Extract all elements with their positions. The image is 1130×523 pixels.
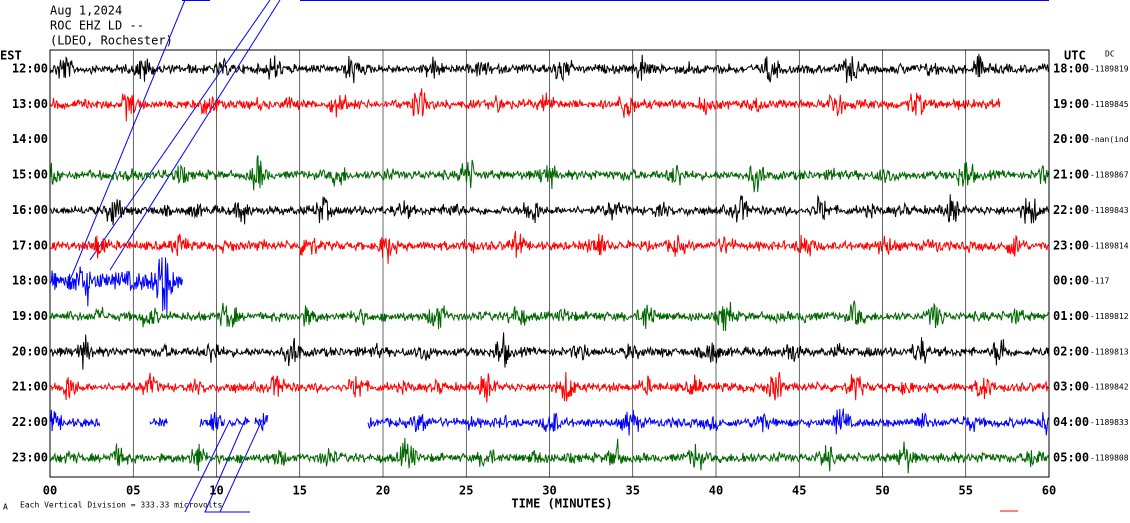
x-tick-label: 25: [459, 484, 473, 498]
x-tick-label: 15: [293, 484, 307, 498]
utc-hour-label: 02:00: [1053, 344, 1089, 358]
est-hour-label: 16:00: [12, 203, 48, 217]
est-hour-label: 21:00: [12, 380, 48, 394]
utc-hour-label: 23:00: [1053, 238, 1089, 252]
x-tick-label: 20: [376, 484, 390, 498]
utc-hour-label: 00:00: [1053, 274, 1089, 288]
est-hour-label: 22:00: [12, 415, 48, 429]
dc-value: -1189812: [1090, 312, 1129, 321]
event-line: [219, 419, 263, 513]
trace: [49, 437, 1050, 474]
trace: [254, 412, 269, 432]
trace: [49, 332, 1050, 370]
utc-hour-label: 21:00: [1053, 168, 1089, 182]
trace: [49, 300, 1050, 332]
x-tick-label: 40: [709, 484, 723, 498]
dc-label: DC: [1105, 50, 1115, 59]
trace: [49, 53, 1050, 84]
x-tick-label: 55: [959, 484, 973, 498]
est-hour-label: 20:00: [12, 344, 48, 358]
trace: [49, 88, 1001, 122]
est-hour-label: 23:00: [12, 450, 48, 464]
utc-hour-label: 20:00: [1053, 132, 1089, 146]
event-line: [204, 419, 250, 513]
footer-scale: Each Vertical Division = 333.33 microvol…: [20, 501, 222, 510]
est-hour-label: 14:00: [12, 132, 48, 146]
station: ROC EHZ LD --: [50, 19, 144, 33]
dc-value: -1189814: [1090, 241, 1129, 250]
dc-value: -1189842: [1090, 383, 1129, 392]
est-hour-label: 12:00: [12, 62, 48, 76]
x-tick-label: 45: [792, 484, 806, 498]
est-hour-label: 13:00: [12, 97, 48, 111]
x-tick-label: 50: [875, 484, 889, 498]
dc-value: -1189808: [1090, 453, 1129, 462]
x-axis-label: TIME (MINUTES): [511, 497, 612, 511]
est-hour-label: 17:00: [12, 238, 48, 252]
event-line: [109, 0, 281, 271]
trace: [367, 408, 1049, 436]
utc-hour-label: 01:00: [1053, 309, 1089, 323]
trace: [49, 409, 101, 432]
dc-value: -1189813: [1090, 347, 1129, 356]
utc-hour-label: 22:00: [1053, 203, 1089, 217]
est-hour-label: 19:00: [12, 309, 48, 323]
est-hour-label: 18:00: [12, 274, 48, 288]
dc-value: -nan(ind: [1090, 135, 1129, 144]
dc-value: -1189867: [1090, 171, 1129, 180]
event-line: [89, 0, 271, 261]
date: Aug 1,2024: [50, 4, 122, 18]
x-tick-label: 60: [1042, 484, 1056, 498]
utc-hour-label: 03:00: [1053, 380, 1089, 394]
right-axis-label: UTC: [1064, 49, 1086, 63]
est-hour-label: 15:00: [12, 168, 48, 182]
footer-mark: A: [3, 503, 8, 512]
utc-hour-label: 05:00: [1053, 450, 1089, 464]
event-line: [184, 419, 231, 513]
trace: [149, 416, 168, 427]
left-axis-label: EST: [0, 49, 22, 63]
trace: [49, 194, 1050, 225]
x-tick-label: 30: [542, 484, 556, 498]
dc-value: -1189845: [1090, 100, 1129, 109]
x-tick-label: 10: [209, 484, 223, 498]
utc-hour-label: 18:00: [1053, 62, 1089, 76]
trace: [49, 231, 1050, 264]
event-line: [69, 0, 186, 281]
utc-hour-label: 19:00: [1053, 97, 1089, 111]
trace: [49, 371, 1049, 403]
dc-value: -1189833: [1090, 418, 1129, 427]
trace: [199, 411, 225, 431]
event-lines: [69, 0, 281, 513]
dc-value: -117: [1090, 277, 1109, 286]
dc-value: -1189819: [1090, 65, 1129, 74]
trace: [49, 155, 1050, 193]
utc-hour-label: 04:00: [1053, 415, 1089, 429]
x-tick-label: 35: [626, 484, 640, 498]
network: (LDEO, Rochester): [50, 34, 173, 48]
x-tick-label: 05: [126, 484, 140, 498]
x-tick-label: 00: [43, 484, 57, 498]
dc-value: -1189843: [1090, 206, 1129, 215]
trace: [229, 416, 250, 427]
trace: [49, 257, 184, 315]
